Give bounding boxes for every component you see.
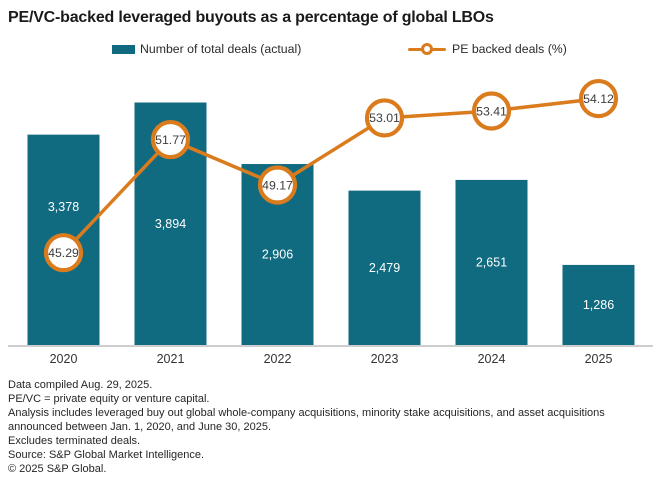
x-axis-label: 2020 — [50, 352, 78, 366]
footnote-line: Data compiled Aug. 29, 2025. — [8, 379, 153, 391]
legend-item-bars: Number of total deals (actual) — [112, 42, 301, 56]
bar-series-swatch — [112, 44, 135, 54]
legend-label-bars: Number of total deals (actual) — [140, 42, 302, 56]
bar-value-label: 2,651 — [476, 255, 507, 269]
pct-value-label: 51.77 — [155, 133, 186, 147]
legend-label-line: PE backed deals (%) — [452, 42, 567, 56]
bar-value-label: 3,894 — [155, 217, 186, 231]
pct-value-label: 53.41 — [476, 104, 507, 118]
bar-value-label: 3,378 — [48, 200, 79, 214]
x-axis-label: 2021 — [157, 352, 185, 366]
pct-value-label: 49.17 — [262, 178, 293, 192]
footnote-line: © 2025 S&P Global. — [8, 463, 107, 475]
bar-value-label: 2,906 — [262, 248, 293, 262]
legend-item-line: PE backed deals (%) — [408, 42, 567, 56]
line-marker-donut-icon — [421, 43, 433, 55]
x-axis-label: 2022 — [264, 352, 292, 366]
x-axis-label: 2024 — [478, 352, 506, 366]
pct-value-label: 53.01 — [369, 111, 400, 125]
pct-value-label: 45.29 — [48, 246, 79, 260]
plot-area: 3,378 2020 3,894 2021 2,906 2022 2,479 2023 2,65… — [8, 78, 653, 366]
footnotes: Data compiled Aug. 29, 2025. PE/VC = priv… — [8, 378, 654, 476]
footnote-line: PE/VC = private equity or venture capita… — [8, 393, 210, 405]
bar-value-label: 1,286 — [583, 298, 614, 312]
bar-2023 — [348, 190, 421, 345]
pct-marker-circle — [257, 165, 298, 205]
pct-marker-circle — [43, 233, 84, 273]
pct-marker-circle — [150, 119, 191, 160]
x-axis-label: 2025 — [585, 352, 613, 366]
footnote-line: Analysis includes leveraged buy out glob… — [8, 407, 605, 433]
footnote-line: Excludes terminated deals. — [8, 435, 141, 447]
bar-2024 — [455, 179, 528, 345]
bar-2025 — [562, 264, 635, 345]
pct-value-label: 54.12 — [583, 92, 614, 106]
chart-title: PE/VC-backed leveraged buyouts as a perc… — [8, 9, 494, 26]
pct-marker-circle — [578, 78, 619, 119]
footnote-line: Source: S&P Global Market Intelligence. — [8, 449, 205, 461]
line-series-marker — [408, 43, 446, 55]
pct-marker-circle — [364, 98, 405, 138]
x-axis-label: 2023 — [371, 352, 399, 366]
pct-marker-circle — [471, 91, 512, 131]
bar-value-label: 2,479 — [369, 261, 400, 275]
